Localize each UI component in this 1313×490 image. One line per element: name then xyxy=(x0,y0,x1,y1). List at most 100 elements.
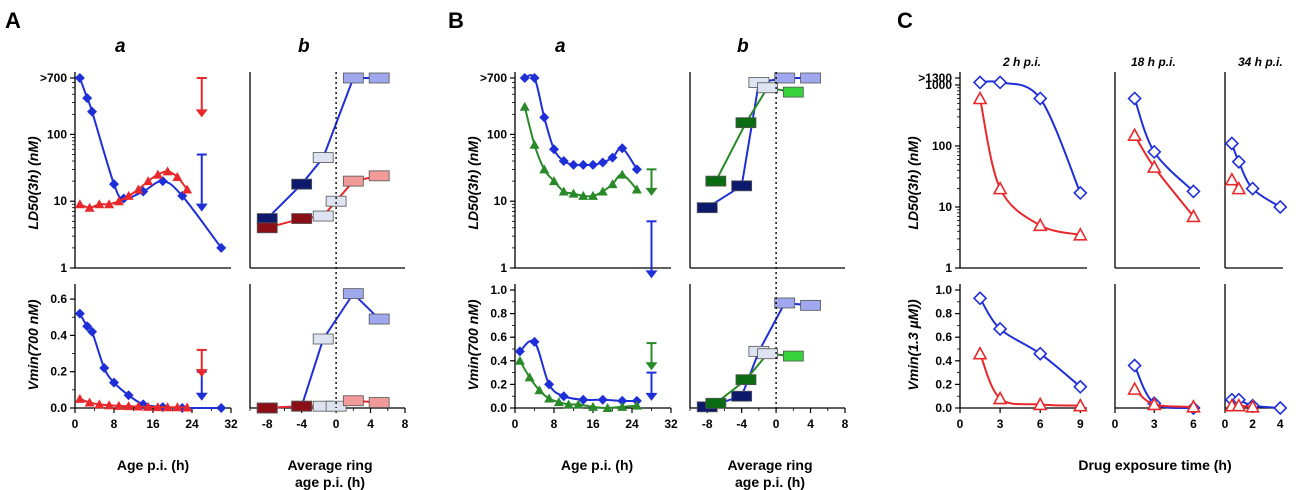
data-point-triangle xyxy=(123,401,134,411)
data-point-box xyxy=(368,397,390,408)
data-point-diamond xyxy=(544,379,555,390)
series-group-C-2 xyxy=(1224,136,1288,416)
y-tick-label: 100 xyxy=(487,127,507,141)
data-point-diamond xyxy=(109,179,119,190)
data-point-open-triangle xyxy=(1231,397,1247,412)
series-line xyxy=(78,77,223,249)
y-tick-label: 0.4 xyxy=(935,354,952,368)
data-point-triangle xyxy=(519,101,530,111)
y-axis-title-A-vmin: Vmin(700 nM) xyxy=(25,299,41,390)
data-point-diamond xyxy=(99,363,110,374)
y-tick-label: 0.6 xyxy=(490,330,507,344)
x-tick-label: 8 xyxy=(842,417,849,431)
y-tick-label: 0.6 xyxy=(935,330,952,344)
data-point-triangle xyxy=(597,186,608,196)
y-tick-label: 1000 xyxy=(925,78,952,92)
data-point-triangle xyxy=(84,397,95,407)
x-tick-label: 16 xyxy=(586,417,600,431)
y-tick-label: 0.4 xyxy=(490,354,507,368)
data-point-diamond xyxy=(588,159,598,170)
series-line xyxy=(1133,134,1195,218)
data-point-box xyxy=(800,72,821,84)
axes-B-b-ld50 xyxy=(689,72,845,269)
data-point-diamond xyxy=(578,394,589,405)
time-label-18h: 18 h p.i. xyxy=(1131,55,1176,69)
series-line xyxy=(1230,143,1281,208)
data-point-open-diamond xyxy=(1073,185,1088,201)
data-point-diamond xyxy=(597,394,608,405)
data-point-box xyxy=(291,178,313,190)
data-point-triangle xyxy=(172,402,183,412)
data-point-box xyxy=(342,288,364,300)
data-point-diamond xyxy=(529,336,540,347)
data-point-box xyxy=(782,86,804,98)
x-tick-label: -4 xyxy=(736,417,747,431)
data-point-triangle xyxy=(162,166,173,176)
data-point-diamond xyxy=(109,377,119,388)
data-point-open-triangle xyxy=(1231,180,1247,195)
y-axis-title-A-ld50: LD50(3h) (nM) xyxy=(25,136,41,230)
y-tick-label: 1.0 xyxy=(490,283,507,297)
series-line xyxy=(1133,98,1195,193)
data-point-triangle xyxy=(162,402,173,412)
data-point-triangle xyxy=(94,199,105,209)
data-point-triangle xyxy=(529,139,540,149)
data-point-box xyxy=(696,202,718,214)
data-point-diamond xyxy=(87,106,98,117)
data-point-open-diamond xyxy=(1147,144,1162,160)
arrow-head xyxy=(645,362,658,371)
x-axis-title-B-ring-2: age p.i. (h) xyxy=(735,474,805,490)
x-tick-label: 16 xyxy=(146,417,160,431)
data-point-diamond xyxy=(558,391,569,402)
y-tick-label: >700 xyxy=(40,71,67,85)
sub-label-B-a: a xyxy=(555,36,566,57)
data-point-open-triangle xyxy=(1032,396,1048,411)
x-tick-label: 8 xyxy=(111,417,118,431)
data-point-diamond xyxy=(514,346,525,357)
series-group-A-b-LD50 xyxy=(256,72,390,234)
x-axis-title-C-drug: Drug exposure time (h) xyxy=(1078,457,1231,473)
data-point-diamond xyxy=(568,159,579,170)
arrow-head xyxy=(645,187,658,196)
y-axis-title-C-vmin: Vmin(1.3 µM)) xyxy=(905,299,921,391)
x-tick-label: -4 xyxy=(296,417,307,431)
data-point-open-triangle xyxy=(1146,159,1162,173)
data-point-box xyxy=(342,395,364,407)
data-point-open-diamond xyxy=(1127,91,1142,106)
data-point-open-diamond xyxy=(992,75,1008,90)
y-tick-label: 10 xyxy=(54,194,68,208)
data-point-open-diamond xyxy=(1231,154,1246,169)
data-point-diamond xyxy=(539,112,550,123)
x-tick-label: 4 xyxy=(1277,417,1284,431)
x-axis-title-A-age: Age p.i. (h) xyxy=(117,457,189,473)
series-line xyxy=(79,170,188,209)
data-point-triangle xyxy=(74,393,85,403)
data-point-triangle xyxy=(84,202,95,212)
data-point-triangle xyxy=(133,184,144,194)
time-label-2h: 2 h p.i. xyxy=(1002,55,1041,69)
data-point-diamond xyxy=(529,73,540,83)
data-point-box xyxy=(368,313,390,325)
series-group-C-1 xyxy=(1127,91,1201,416)
data-point-triangle xyxy=(182,402,193,412)
data-point-triangle xyxy=(631,400,642,410)
x-tick-label: -8 xyxy=(262,417,273,431)
data-point-open-triangle xyxy=(1127,127,1142,142)
data-point-box xyxy=(735,374,757,386)
data-point-box xyxy=(705,175,727,187)
data-point-diamond xyxy=(549,144,559,155)
data-point-triangle xyxy=(617,169,628,179)
data-point-open-triangle xyxy=(992,390,1008,405)
y-tick-label: 0.2 xyxy=(490,377,507,391)
data-point-triangle xyxy=(94,399,105,409)
data-point-box xyxy=(312,333,334,345)
series-group-A-b-Vmin xyxy=(256,288,390,414)
y-tick-label: 1 xyxy=(60,261,67,275)
data-point-box xyxy=(774,72,796,84)
x-tick-label: 8 xyxy=(551,417,558,431)
series-group-B-b-LD50 xyxy=(696,72,821,214)
y-tick-label: 10 xyxy=(939,200,953,214)
data-point-box xyxy=(256,222,278,234)
y-tick-label: 0.0 xyxy=(935,401,952,415)
